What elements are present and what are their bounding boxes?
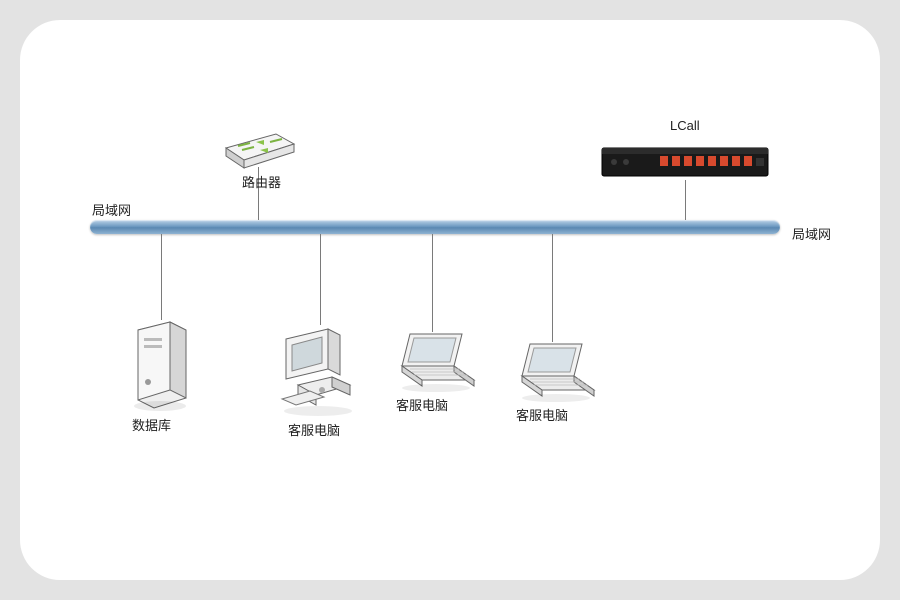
lcall-label: LCall xyxy=(670,118,700,133)
pc2-label: 客服电脑 xyxy=(396,395,448,414)
edge-lcall xyxy=(685,180,686,220)
node-pc1 xyxy=(280,325,362,417)
network-diagram: 局域网 局域网 路由器 LCall xyxy=(20,20,880,580)
bus-label-left: 局域网 xyxy=(92,200,131,219)
router-label: 路由器 xyxy=(242,172,281,191)
diagram-card: 局域网 局域网 路由器 LCall xyxy=(20,20,880,580)
edge-pc1 xyxy=(320,234,321,325)
lan-bus xyxy=(90,220,780,234)
node-database xyxy=(130,320,192,412)
node-router xyxy=(220,120,300,170)
edge-pc3 xyxy=(552,234,553,342)
pc3-label: 客服电脑 xyxy=(516,405,568,424)
router-icon xyxy=(220,120,300,170)
bus-label-right: 局域网 xyxy=(792,224,831,243)
laptop-icon xyxy=(390,330,478,394)
edge-db xyxy=(161,234,162,320)
edge-pc2 xyxy=(432,234,433,332)
pc1-label: 客服电脑 xyxy=(288,420,340,439)
node-pc2 xyxy=(390,330,478,394)
rack-icon xyxy=(600,142,770,182)
tower-icon xyxy=(130,320,192,412)
desktop-icon xyxy=(280,325,362,417)
node-lcall xyxy=(600,142,770,182)
database-label: 数据库 xyxy=(132,415,171,434)
laptop-icon xyxy=(510,340,598,404)
node-pc3 xyxy=(510,340,598,404)
